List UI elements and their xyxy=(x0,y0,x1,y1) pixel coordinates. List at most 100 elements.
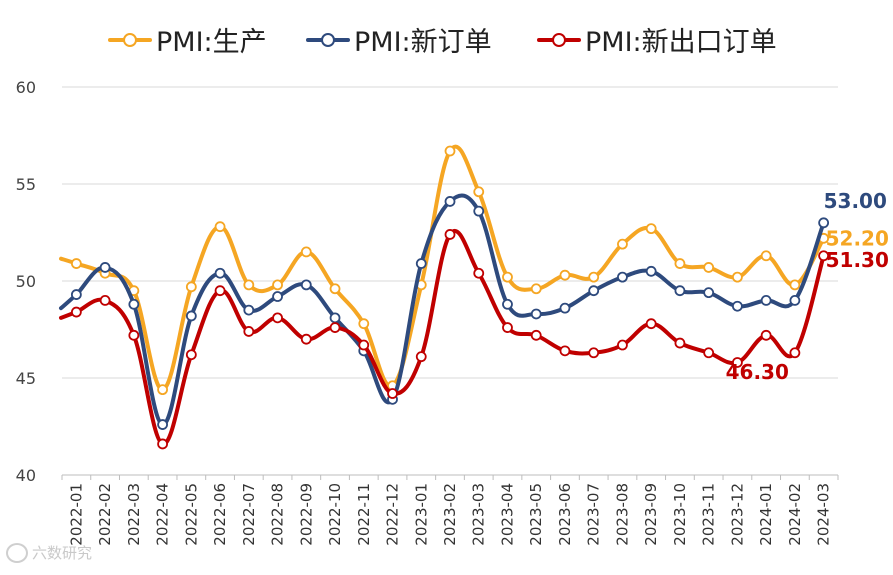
data-point-new-export-orders-2023-09 xyxy=(645,318,657,330)
legend-label-new-orders: PMI:新订单 xyxy=(354,27,492,58)
legend-label-production: PMI:生产 xyxy=(156,27,267,58)
data-point-new-export-orders-2022-05 xyxy=(185,349,197,361)
data-point-new-export-orders-2022-10 xyxy=(329,322,341,333)
x-tick-label: 2023-10 xyxy=(671,483,689,546)
data-point-new-orders-2023-03 xyxy=(473,205,485,217)
callout-label: 53.00 xyxy=(824,189,887,213)
data-point-production-2022-06 xyxy=(214,221,226,233)
x-tick-label: 2022-10 xyxy=(326,483,344,546)
data-point-production-2022-04 xyxy=(157,384,168,396)
data-point-new-export-orders-2023-03 xyxy=(473,267,485,279)
series-line-new-export-orders xyxy=(59,229,826,446)
data-point-new-export-orders-2022-03 xyxy=(128,329,140,341)
data-point-new-export-orders-2022-04 xyxy=(157,438,168,450)
x-tick-label: 2024-01 xyxy=(757,483,775,546)
data-point-production-2023-04 xyxy=(502,271,513,283)
data-point-new-export-orders-2023-07 xyxy=(588,347,600,359)
watermark-text: 六数研究 xyxy=(32,544,93,562)
data-point-production-2024-01 xyxy=(760,250,772,262)
x-tick-label: 2022-06 xyxy=(211,483,229,546)
x-tick-label: 2023-07 xyxy=(585,483,603,546)
data-point-new-export-orders-2023-10 xyxy=(674,337,686,349)
data-point-new-orders-2023-07 xyxy=(588,285,600,297)
x-tick-label: 2022-11 xyxy=(355,483,373,546)
data-point-new-orders-2022-03 xyxy=(128,298,140,310)
y-tick-label: 50 xyxy=(16,272,36,291)
x-tick-label: 2023-08 xyxy=(613,483,631,546)
x-tick-label: 2022-01 xyxy=(67,483,85,546)
callout-label: 52.20 xyxy=(826,226,889,250)
x-tick-label: 2023-05 xyxy=(527,483,545,546)
data-point-production-2022-05 xyxy=(185,281,197,293)
data-point-production-2023-11 xyxy=(703,262,715,273)
data-point-new-export-orders-2023-02 xyxy=(444,229,456,240)
data-point-new-orders-2022-08 xyxy=(272,291,283,302)
data-point-new-export-orders-2022-12 xyxy=(387,388,398,399)
data-point-new-orders-2022-09 xyxy=(300,279,312,291)
y-axis: 40 45 50 55 60 xyxy=(16,78,36,485)
data-point-new-export-orders-2022-08 xyxy=(272,312,283,324)
watermark: 六数研究 xyxy=(6,542,92,563)
x-tick-label: 2024-02 xyxy=(786,483,804,546)
x-tick-label: 2022-05 xyxy=(182,483,200,546)
data-point-new-orders-2023-11 xyxy=(703,287,715,299)
series-new-export-orders xyxy=(59,229,830,450)
data-point-production-2023-02 xyxy=(444,145,456,157)
y-tick-label: 55 xyxy=(16,175,36,194)
data-point-new-export-orders-2023-05 xyxy=(530,329,542,341)
chart-legend: PMI:生产 PMI:新订单 PMI:新出口订单 xyxy=(0,20,893,60)
x-tick-label: 2023-11 xyxy=(700,483,718,546)
data-point-new-orders-2024-01 xyxy=(760,294,772,306)
data-point-new-export-orders-2023-01 xyxy=(415,351,427,363)
legend-swatch-new-orders xyxy=(306,30,350,50)
data-point-new-orders-2022-05 xyxy=(185,310,197,322)
x-tick-label: 2022-02 xyxy=(96,483,114,546)
data-point-new-export-orders-2022-01 xyxy=(70,306,82,318)
data-point-new-export-orders-2024-03 xyxy=(818,250,830,262)
data-point-new-export-orders-2022-09 xyxy=(300,333,312,345)
legend-item-new-export-orders: PMI:新出口订单 xyxy=(537,20,777,59)
data-point-new-export-orders-2022-02 xyxy=(99,294,111,306)
data-point-new-export-orders-2022-07 xyxy=(243,326,255,337)
y-tick-label: 60 xyxy=(16,78,36,97)
legend-item-new-orders: PMI:新订单 xyxy=(306,20,492,59)
data-point-new-orders-2023-05 xyxy=(530,308,542,320)
x-tick-label: 2022-12 xyxy=(384,483,402,546)
legend-label-new-export-orders: PMI:新出口订单 xyxy=(585,27,777,58)
data-point-new-export-orders-2023-12 xyxy=(732,357,743,368)
series-new-orders xyxy=(59,193,830,430)
x-tick-label: 2023-01 xyxy=(412,483,430,546)
chart-series xyxy=(59,144,830,450)
data-point-production-2023-03 xyxy=(473,186,485,198)
x-tick-label: 2023-06 xyxy=(556,483,574,546)
x-tick-label: 2023-02 xyxy=(441,483,459,546)
x-axis: 2022-01 2022-02 2022-03 2022-04 2022-05 2022-… xyxy=(61,475,839,546)
watermark-logo-icon xyxy=(6,542,28,563)
x-tick-label: 2024-03 xyxy=(815,483,833,546)
data-point-new-orders-2022-01 xyxy=(70,289,82,300)
data-point-new-orders-2022-07 xyxy=(243,304,255,316)
data-point-production-2022-11 xyxy=(358,318,370,330)
data-point-new-orders-2023-04 xyxy=(502,298,513,310)
data-point-new-export-orders-2022-11 xyxy=(358,339,370,351)
data-point-new-orders-2023-08 xyxy=(617,271,628,283)
data-point-new-orders-2024-03 xyxy=(818,217,830,229)
data-point-production-2023-06 xyxy=(559,269,571,281)
x-tick-label: 2022-09 xyxy=(297,483,315,546)
data-point-production-2023-07 xyxy=(588,271,600,283)
data-point-new-orders-2022-06 xyxy=(214,267,226,279)
chart-gridlines xyxy=(62,86,838,476)
data-point-new-orders-2022-02 xyxy=(99,262,111,273)
data-point-production-2023-05 xyxy=(530,283,542,295)
data-point-new-orders-2023-01 xyxy=(415,258,427,269)
data-point-production-2023-12 xyxy=(732,271,743,283)
series-production xyxy=(59,144,830,396)
data-point-new-export-orders-2023-11 xyxy=(703,347,715,359)
x-tick-label: 2022-03 xyxy=(125,483,143,546)
x-tick-label: 2022-07 xyxy=(240,483,258,546)
data-point-production-2022-10 xyxy=(329,283,341,295)
x-tick-label: 2022-08 xyxy=(269,483,287,546)
data-point-new-orders-2022-04 xyxy=(157,419,168,430)
